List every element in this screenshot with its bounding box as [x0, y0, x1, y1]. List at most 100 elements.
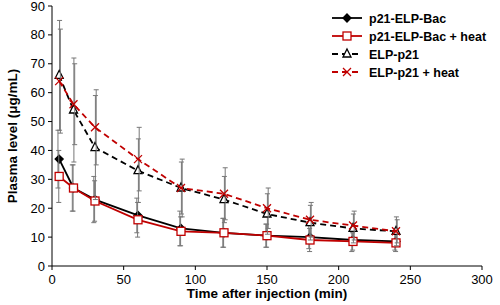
x-tick — [338, 266, 339, 270]
error-cap — [307, 251, 312, 252]
x-tick — [123, 266, 124, 270]
error-cap — [179, 214, 184, 215]
error-cap — [394, 216, 399, 217]
y-tick — [48, 6, 52, 7]
legend-marker — [343, 68, 351, 76]
error-cap — [308, 240, 313, 241]
error-cap — [179, 162, 184, 163]
error-cap — [263, 247, 268, 248]
point — [306, 216, 314, 224]
series — [55, 29, 400, 243]
plot-area — [55, 20, 400, 251]
legend-label: ELP-p21 — [369, 48, 419, 62]
error-cap — [223, 219, 228, 220]
error-cap — [71, 162, 76, 163]
x-axis-label: Time after injection (min) — [187, 286, 347, 301]
y-tick-label: 20 — [31, 201, 45, 216]
error-cap — [55, 188, 60, 189]
error-cap — [178, 245, 183, 246]
x-tick — [482, 266, 483, 270]
error-cap — [94, 89, 99, 90]
legend-marker — [343, 49, 351, 57]
error-cap — [265, 193, 270, 194]
error-cap — [137, 190, 142, 191]
x-tick-label: 250 — [399, 272, 421, 287]
x-tick — [267, 266, 268, 270]
error-cap — [309, 202, 314, 203]
error-cap — [135, 237, 140, 238]
series — [55, 20, 400, 245]
y-tick-label: 70 — [31, 56, 45, 71]
y-tick — [48, 179, 52, 180]
y-tick-label: 80 — [31, 27, 45, 42]
error-cap — [72, 144, 77, 145]
chart: 0102030405060708090050100150200250300Tim… — [0, 0, 500, 305]
error-cap — [309, 237, 314, 238]
legend: p21-ELP-Bac p21-ELP-Bac + heat ELP-p21 ELP-… — [332, 12, 487, 80]
y-tick — [48, 63, 52, 64]
y-tick-label: 60 — [31, 85, 45, 100]
error-cap — [394, 245, 399, 246]
error-cap — [134, 232, 139, 233]
x-tick — [410, 266, 411, 270]
error-cap — [266, 188, 271, 189]
error-cap — [56, 150, 61, 151]
point — [220, 190, 228, 198]
y-tick — [48, 121, 52, 122]
point — [91, 123, 99, 131]
error-cap — [92, 180, 97, 181]
error-cap — [93, 199, 98, 200]
error-cap — [137, 127, 142, 128]
x-tick-label: 200 — [328, 272, 350, 287]
y-tick — [48, 208, 52, 209]
error-cap — [58, 133, 63, 134]
legend-label: p21-ELP-Bac + heat — [369, 30, 487, 44]
error-cap — [92, 221, 97, 222]
point — [177, 184, 185, 192]
error-cap — [70, 164, 75, 165]
y-tick-label: 30 — [31, 172, 45, 187]
error-cap — [93, 95, 98, 96]
error-cap — [56, 202, 61, 203]
series — [55, 130, 400, 251]
x-tick-label: 50 — [116, 272, 130, 287]
error-cap — [136, 138, 141, 139]
y-tick-label: 10 — [31, 230, 45, 245]
point — [177, 227, 185, 235]
y-tick — [48, 266, 52, 267]
error-cap — [136, 202, 141, 203]
point — [220, 229, 228, 237]
error-cap — [71, 164, 76, 165]
legend-label: ELP-p21 + heat — [369, 66, 460, 80]
series-line — [59, 81, 396, 231]
error-cap — [395, 219, 400, 220]
error-cap — [91, 222, 96, 223]
point — [392, 227, 400, 235]
y-axis-label: Plasma level (μg/mL) — [5, 69, 20, 203]
error-cap — [94, 164, 99, 165]
y-tick-label: 0 — [38, 259, 45, 274]
x-tick-label: 150 — [256, 272, 278, 287]
legend-label: p21-ELP-Bac — [369, 12, 446, 26]
error-cap — [351, 214, 356, 215]
error-cap — [57, 20, 62, 21]
point — [91, 143, 99, 151]
point — [349, 222, 357, 230]
x-tick-label: 0 — [48, 272, 55, 287]
error-cap — [308, 205, 313, 206]
error-cap — [72, 63, 77, 64]
point — [55, 70, 63, 78]
y-tick — [48, 237, 52, 238]
error-cap — [350, 250, 355, 251]
error-cap — [221, 247, 226, 248]
error-cap — [265, 234, 270, 235]
series — [55, 150, 400, 251]
x-tick-label: 300 — [471, 272, 493, 287]
y-tick-label: 90 — [31, 0, 45, 14]
error-cap — [393, 251, 398, 252]
point — [306, 236, 314, 244]
error-cap — [349, 251, 354, 252]
error-cap — [395, 242, 400, 243]
error-cap — [135, 202, 140, 203]
y-tick — [48, 92, 52, 93]
